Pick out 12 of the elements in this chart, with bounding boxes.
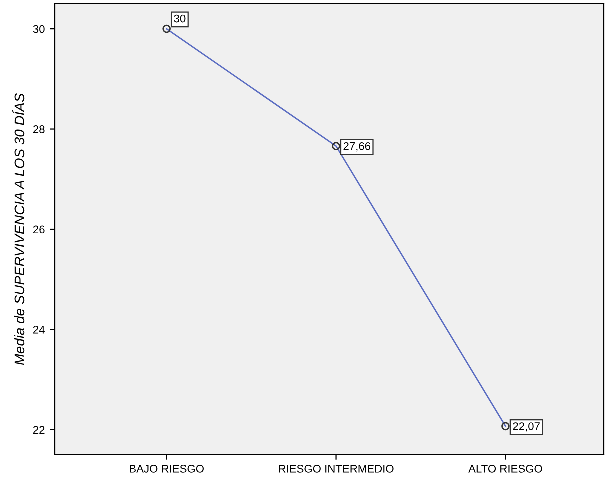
x-tick-label: BAJO RIESGO bbox=[130, 465, 204, 473]
y-tick-label: 26 bbox=[33, 226, 45, 234]
data-label: 27,66 bbox=[344, 142, 371, 152]
x-tick-label: RIESGO INTERMEDIO bbox=[279, 465, 394, 473]
y-tick-label: 30 bbox=[33, 25, 45, 34]
y-tick-label: 28 bbox=[33, 126, 45, 134]
x-tick-label: ALTO RIESGO bbox=[468, 465, 542, 473]
y-tick-label: 22 bbox=[33, 426, 45, 434]
data-label: 30 bbox=[174, 14, 186, 23]
data-label: 22,07 bbox=[513, 422, 540, 432]
y-tick-label: 24 bbox=[33, 326, 45, 334]
y-axis-title: Media de SUPERVIVENCIA A LOS 30 DÍAS bbox=[12, 94, 25, 366]
